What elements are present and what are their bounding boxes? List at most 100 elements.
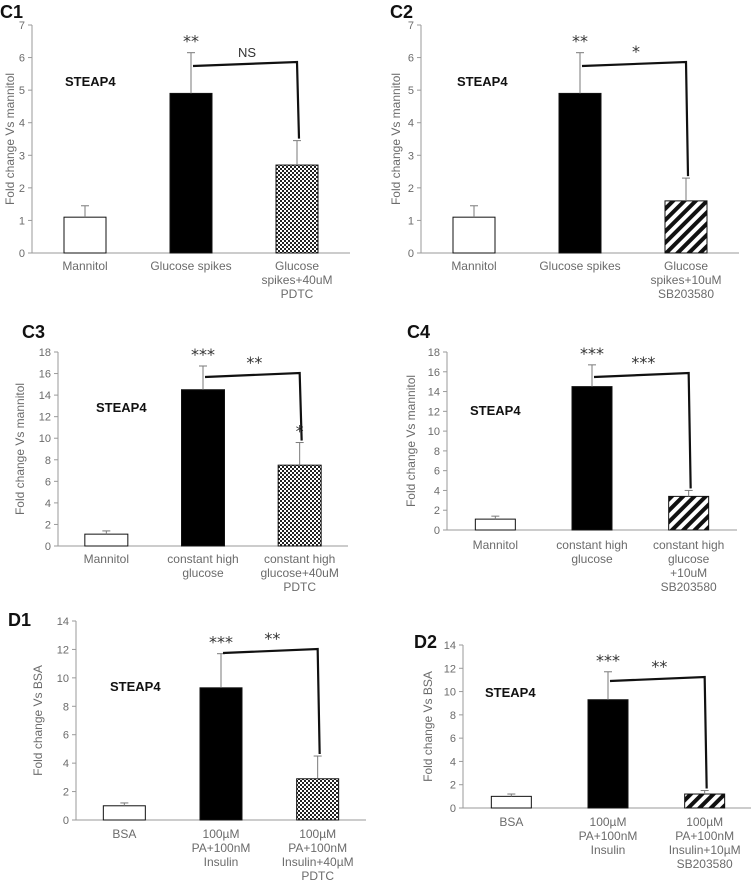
y-tick-label: 0 <box>450 803 456 815</box>
category-label: +10uM <box>670 566 707 580</box>
chart-d1: D1 0 2 4 6 8 10 12 14 Fold change Vs BSA STEAP4 BSA… <box>8 610 366 883</box>
y-tick-label: 12 <box>444 663 456 675</box>
significance-mark: ** <box>572 32 588 51</box>
y-tick-label: 2 <box>63 787 69 799</box>
y-tick-label: 7 <box>19 20 25 32</box>
bar <box>452 216 496 254</box>
y-tick-label: 0 <box>408 248 414 260</box>
significance-mark: *** <box>580 344 604 363</box>
category-label: Mannitol <box>62 259 107 273</box>
bar <box>664 200 708 254</box>
category-label: PA+100nM <box>579 829 638 843</box>
gene-annotation: STEAP4 <box>65 74 116 89</box>
y-tick-label: 8 <box>450 710 456 722</box>
category-label: SB203580 <box>658 287 714 301</box>
chart-c1: C1 0 1 2 3 4 5 6 7 Fold change Vs mannitol STEAP4 M… <box>0 2 350 301</box>
y-tick-label: 1 <box>19 215 25 227</box>
y-axis-label: Fold change Vs mannitol <box>404 375 418 507</box>
category-label: Insulin+40µM <box>282 855 354 869</box>
bar <box>296 778 340 821</box>
chart-c4: C4 0 2 4 6 8 10 12 14 16 18 Fold change Vs mannitol… <box>404 322 737 594</box>
y-tick-label: 8 <box>63 701 69 713</box>
bar <box>571 386 613 531</box>
panel-label: C3 <box>22 322 45 342</box>
bar <box>199 687 243 821</box>
y-tick-label: 4 <box>408 118 414 130</box>
category-label: PDTC <box>281 287 314 301</box>
bar <box>490 795 532 809</box>
y-tick-label: 2 <box>45 519 51 531</box>
category-label: constant high <box>653 538 724 552</box>
panel-label: D1 <box>8 610 31 630</box>
category-label: glucose <box>668 552 710 566</box>
bar <box>587 699 629 809</box>
category-label: spikes+40uM <box>261 273 332 287</box>
y-tick-label: 18 <box>39 347 51 359</box>
bar <box>684 793 726 809</box>
y-tick-label: 18 <box>428 347 440 359</box>
y-tick-label: 0 <box>63 815 69 827</box>
y-tick-label: 14 <box>57 616 69 628</box>
y-tick-label: 10 <box>444 687 456 699</box>
chart-c3: C3 0 2 4 6 8 10 12 14 16 18 Fold change Vs mannitol… <box>13 322 348 594</box>
y-tick-label: 6 <box>408 53 414 65</box>
y-tick-label: 3 <box>408 150 414 162</box>
y-axis-label: Fold change Vs mannitol <box>389 73 403 205</box>
bracket-label: * <box>632 42 640 61</box>
y-tick-label: 16 <box>39 369 51 381</box>
bar <box>558 92 602 254</box>
y-tick-label: 5 <box>408 85 414 97</box>
category-label: Glucose spikes <box>539 259 620 273</box>
category-label: Insulin <box>591 843 626 857</box>
category-label: glucose <box>571 552 613 566</box>
y-tick-label: 8 <box>45 455 51 467</box>
y-tick-label: 2 <box>450 780 456 792</box>
bracket-label: *** <box>631 353 655 372</box>
y-tick-label: 6 <box>19 53 25 65</box>
y-tick-label: 0 <box>19 248 25 260</box>
y-tick-label: 3 <box>19 150 25 162</box>
y-axis-label: Fold change Vs mannitol <box>13 383 27 515</box>
category-label: 100µM <box>590 815 627 829</box>
y-tick-label: 12 <box>428 406 440 418</box>
y-tick-label: 16 <box>428 367 440 379</box>
category-label: SB203580 <box>661 580 717 594</box>
bar <box>474 518 516 531</box>
category-label: PDTC <box>283 580 316 594</box>
category-label: 100µM <box>686 815 723 829</box>
category-label: SB203580 <box>677 857 733 871</box>
y-tick-label: 10 <box>428 426 440 438</box>
comparison-bracket <box>581 60 690 177</box>
significance-mark: * <box>296 422 304 441</box>
gene-annotation: STEAP4 <box>485 685 536 700</box>
y-tick-label: 10 <box>57 673 69 685</box>
category-label: BSA <box>112 827 136 841</box>
gene-annotation: STEAP4 <box>96 400 147 415</box>
y-tick-label: 1 <box>408 215 414 227</box>
category-label: BSA <box>499 815 523 829</box>
y-tick-label: 7 <box>408 20 414 32</box>
bracket-label: NS <box>238 45 256 60</box>
panel-label: C2 <box>390 2 413 22</box>
y-tick-label: 4 <box>19 118 25 130</box>
chart-c2: C2 0 1 2 3 4 5 6 7 Fold change Vs mannitol STEAP4 M… <box>389 2 739 301</box>
significance-mark: *** <box>596 651 620 670</box>
gene-annotation: STEAP4 <box>470 403 521 418</box>
gene-annotation: STEAP4 <box>457 74 508 89</box>
comparison-bracket <box>222 647 321 755</box>
category-label: PA+100nM <box>192 841 251 855</box>
category-label: Glucose spikes <box>150 259 231 273</box>
category-label: spikes+10uM <box>650 273 721 287</box>
gene-annotation: STEAP4 <box>110 679 161 694</box>
significance-mark: *** <box>191 345 215 364</box>
y-tick-label: 2 <box>434 505 440 517</box>
y-tick-label: 14 <box>428 387 440 399</box>
chart-d2: D2 0 2 4 6 8 10 12 14 Fold change Vs BSA STEAP4 BSA… <box>414 632 751 871</box>
category-label: glucose+40uM <box>260 566 338 580</box>
bar <box>277 464 322 547</box>
bar <box>102 805 146 821</box>
comparison-bracket <box>204 371 303 441</box>
significance-mark: ** <box>183 32 199 51</box>
category-label: PA+100nM <box>288 841 347 855</box>
y-tick-label: 6 <box>63 730 69 742</box>
